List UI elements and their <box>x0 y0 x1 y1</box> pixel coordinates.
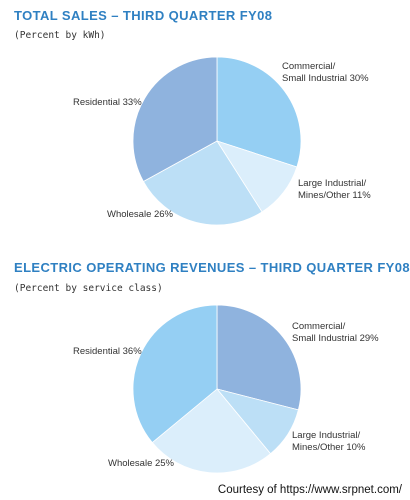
slice-label-line: Mines/Other 11% <box>298 190 371 201</box>
slice-label-line: Large Industrial/ <box>298 178 366 189</box>
slice-label-large_industrial: Large Industrial/Mines/Other 11% <box>298 178 371 201</box>
slice-label-large_industrial: Large Industrial/Mines/Other 10% <box>292 430 366 453</box>
pie-slice-wholesale <box>151 388 272 474</box>
slice-label-line: Commercial/ <box>282 61 336 72</box>
slice-label-wholesale: Wholesale 26% <box>107 209 174 220</box>
slice-label-commercial: Commercial/Small Industrial 30% <box>282 61 369 84</box>
slice-label-line: Commercial/ <box>292 321 346 332</box>
slice-label-residential: Residential 36% <box>73 346 142 357</box>
revenue-pie: Commercial/Small Industrial 29% Large Ind… <box>73 304 379 474</box>
credit-text: Courtesy of https://www.srpnet.com/ <box>217 484 402 496</box>
sales-chart: TOTAL SALES – THIRD QUARTER FY08 (Percen… <box>14 8 371 226</box>
pie-slice-commercial <box>216 56 302 168</box>
slice-label-line: Small Industrial 30% <box>282 73 369 84</box>
slice-label-line: Mines/Other 10% <box>292 442 366 453</box>
slice-label-line: Small Industrial 29% <box>292 333 379 344</box>
slice-label-commercial: Commercial/Small Industrial 29% <box>292 321 379 344</box>
revenue-chart-subtitle: (Percent by service class) <box>14 283 163 294</box>
slice-label-line: Large Industrial/ <box>292 430 360 441</box>
pie-slice-residential <box>132 304 218 444</box>
pie-slice-wholesale <box>142 140 263 226</box>
sales-pie: Commercial/Small Industrial 30% Large Ind… <box>73 56 371 226</box>
revenue-chart-title: ELECTRIC OPERATING REVENUES – THIRD QUAR… <box>14 260 410 275</box>
pie-slice-residential <box>132 56 218 183</box>
slice-label-line: Residential 33% <box>73 97 142 108</box>
slice-label-residential: Residential 33% <box>73 97 142 108</box>
slice-label-wholesale: Wholesale 25% <box>108 458 175 469</box>
slice-label-line: Wholesale 25% <box>108 458 175 469</box>
sales-chart-subtitle: (Percent by kWh) <box>14 30 106 41</box>
sales-chart-title: TOTAL SALES – THIRD QUARTER FY08 <box>14 8 273 23</box>
pie-slice-commercial <box>216 304 302 411</box>
slice-label-line: Residential 36% <box>73 346 142 357</box>
slice-label-line: Wholesale 26% <box>107 209 174 220</box>
revenue-chart: ELECTRIC OPERATING REVENUES – THIRD QUAR… <box>0 250 410 500</box>
